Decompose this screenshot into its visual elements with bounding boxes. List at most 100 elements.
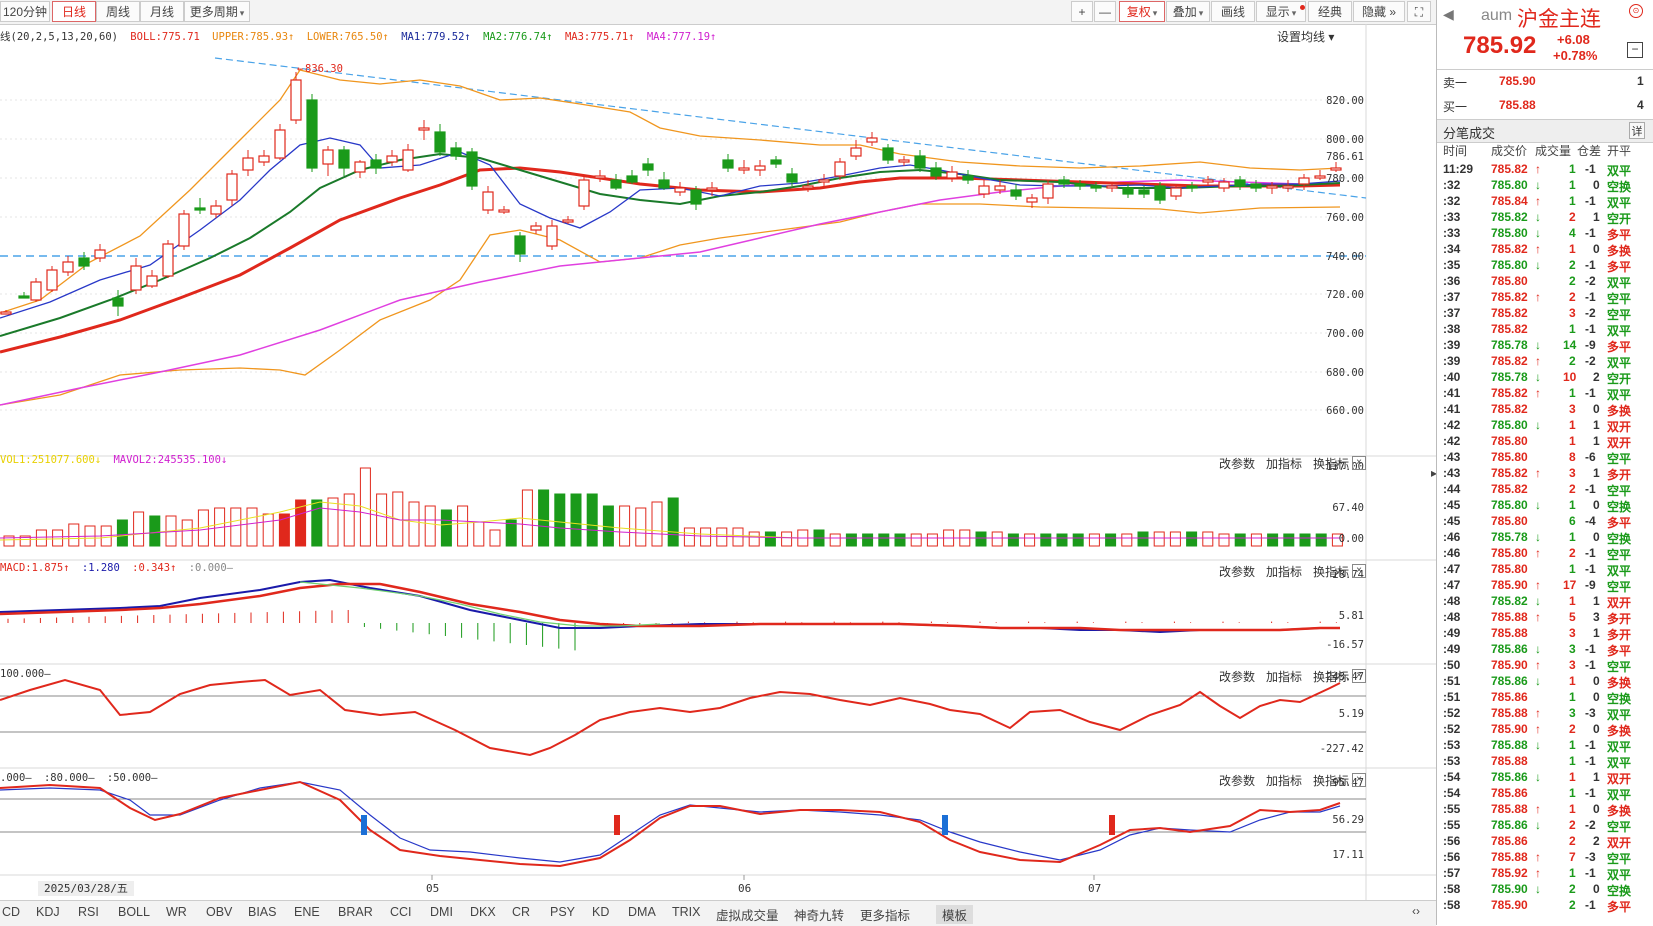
period-day[interactable]: 日线 — [52, 1, 96, 22]
period-week[interactable]: 周线 — [96, 1, 140, 22]
tick-type: 空平 — [1607, 660, 1632, 674]
tab-ene[interactable]: ENE — [294, 905, 320, 919]
tick-vol: 7 — [1569, 850, 1576, 864]
candle — [674, 182, 686, 196]
tick-price: 785.78 — [1491, 338, 1528, 352]
add-indicator-button[interactable]: 加指标 — [1266, 457, 1303, 471]
tick-row: :45 785.80 6 -4 多平 — [1437, 514, 1653, 530]
fuquan-button[interactable]: 复权 — [1119, 1, 1165, 22]
tab-boll[interactable]: BOLL — [118, 905, 150, 919]
tab-更多指标[interactable]: 更多指标 — [860, 909, 911, 923]
tab-kd[interactable]: KD — [592, 905, 610, 919]
axis-tick: 67.40 — [1332, 502, 1364, 514]
kline-chart[interactable]: 836.30 ← 820.00 800.00 786.61 780.00 760.00 7… — [0, 0, 1436, 900]
detail-button[interactable]: 详 — [1629, 122, 1645, 139]
ma-setting-button[interactable]: 设置均线 ▾ — [1277, 30, 1335, 44]
period-month[interactable]: 月线 — [140, 1, 184, 22]
tick-oi: -1 — [1585, 562, 1596, 576]
zoom-in-button[interactable]: + — [1071, 1, 1093, 22]
edit-params-button[interactable]: 改参数 — [1219, 457, 1256, 471]
tick-oi: 0 — [1593, 530, 1600, 544]
tick-oi: 0 — [1593, 178, 1600, 192]
tick-vol: 1 — [1569, 754, 1576, 768]
classic-button[interactable]: 经典 — [1308, 1, 1352, 22]
tab-bias[interactable]: BIAS — [248, 905, 277, 919]
candle — [1074, 180, 1086, 190]
candle — [594, 170, 606, 182]
tick-oi: -1 — [1585, 162, 1596, 176]
switch-indicator-button[interactable]: 换指标 — [1313, 774, 1350, 788]
tab-trix[interactable]: TRIX — [672, 905, 701, 919]
close-panel-icon[interactable]: × — [1352, 773, 1366, 787]
buy1-vol: 4 — [1637, 98, 1644, 112]
tick-vol: 2 — [1569, 882, 1576, 896]
tab-psy[interactable]: PSY — [550, 905, 576, 919]
edit-params-button[interactable]: 改参数 — [1219, 774, 1256, 788]
tick-vol: 1 — [1569, 770, 1576, 784]
volume-bar — [1250, 533, 1262, 547]
candle — [962, 170, 974, 184]
edit-params-button[interactable]: 改参数 — [1219, 670, 1256, 684]
zoom-out-button[interactable]: — — [1094, 1, 1116, 22]
tick-type: 空平 — [1607, 580, 1632, 594]
tab-dkx[interactable]: DKX — [470, 905, 496, 919]
tick-price: 785.80 — [1491, 226, 1528, 240]
tick-vol: 8 — [1569, 450, 1576, 464]
volume-bar — [619, 505, 631, 547]
tick-type: 双平 — [1607, 740, 1632, 754]
tick-row: :35 785.80 2 -1 多平 ↓ — [1437, 258, 1653, 274]
close-panel-icon[interactable]: × — [1352, 456, 1366, 470]
fullscreen-button[interactable]: ⛶ — [1407, 1, 1431, 22]
ma-setting-label: 设置均线 — [1277, 30, 1326, 44]
candle — [1282, 180, 1294, 192]
tab-obv[interactable]: OBV — [206, 905, 233, 919]
macd-legend: MACD:1.875↑ :1.280 :0.343↑ :0.000— — [0, 562, 233, 574]
tab-wr[interactable]: WR — [166, 905, 187, 919]
tab-cr[interactable]: CR — [512, 905, 531, 919]
tick-row: :49 785.86 3 -1 多平 ↓ — [1437, 642, 1653, 658]
overlay-button[interactable]: 叠加 — [1166, 1, 1210, 22]
tick-vol: 5 — [1569, 610, 1576, 624]
tick-oi: -1 — [1585, 898, 1596, 912]
period-more[interactable]: 更多周期 — [184, 1, 250, 22]
add-indicator-button[interactable]: 加指标 — [1266, 565, 1303, 579]
collapse-arrow-icon[interactable]: ▸ — [1431, 466, 1438, 480]
volume-bar — [878, 533, 890, 547]
close-panel-icon[interactable]: × — [1352, 564, 1366, 578]
down-arrow-icon: ↓ — [1535, 258, 1541, 272]
close-panel-icon[interactable]: × — [1352, 669, 1366, 683]
tab-cci[interactable]: CCI — [390, 905, 412, 919]
draw-button[interactable]: 画线 — [1211, 1, 1255, 22]
tab-dmi[interactable]: DMI — [430, 905, 453, 919]
tick-price: 785.82 — [1491, 354, 1528, 368]
add-indicator-button[interactable]: 加指标 — [1266, 670, 1303, 684]
tick-row: :41 785.82 1 -1 双平 ↑ — [1437, 386, 1653, 402]
display-button[interactable]: 显示 — [1256, 1, 1306, 22]
switch-indicator-button[interactable]: 换指标 — [1313, 457, 1350, 471]
tab-dma[interactable]: DMA — [628, 905, 656, 919]
volume-bar — [262, 513, 274, 547]
tab-kdj[interactable]: KDJ — [36, 905, 60, 919]
tab-brar[interactable]: BRAR — [338, 905, 373, 919]
volume-bar — [35, 529, 47, 547]
tab-cd[interactable]: CD — [2, 905, 21, 919]
period-120min[interactable]: 120分钟 — [0, 1, 50, 22]
tick-time: :54 — [1443, 786, 1461, 800]
info-icon[interactable]: ⊙ — [1629, 4, 1643, 18]
tick-time: :47 — [1443, 562, 1461, 576]
add-indicator-button[interactable]: 加指标 — [1266, 774, 1303, 788]
tick-row: :33 785.82 2 1 空开 ↓ — [1437, 210, 1653, 226]
tab-模板[interactable]: 模板 — [936, 905, 974, 924]
tab-虚拟成交量[interactable]: 虚拟成交量 — [716, 909, 779, 923]
tick-price: 785.88 — [1491, 850, 1528, 864]
scroll-tabs-icon[interactable]: ‹› — [1412, 904, 1420, 918]
collapse-icon[interactable]: − — [1627, 42, 1643, 58]
tab-rsi[interactable]: RSI — [78, 905, 99, 919]
switch-indicator-button[interactable]: 换指标 — [1313, 565, 1350, 579]
hide-button[interactable]: 隐藏 » — [1353, 1, 1405, 22]
tab-神奇九转[interactable]: 神奇九转 — [794, 909, 845, 923]
edit-params-button[interactable]: 改参数 — [1219, 565, 1256, 579]
prev-arrow-icon[interactable]: ◀ — [1443, 6, 1454, 22]
switch-indicator-button[interactable]: 换指标 — [1313, 670, 1350, 684]
tick-oi: 2 — [1593, 370, 1600, 384]
